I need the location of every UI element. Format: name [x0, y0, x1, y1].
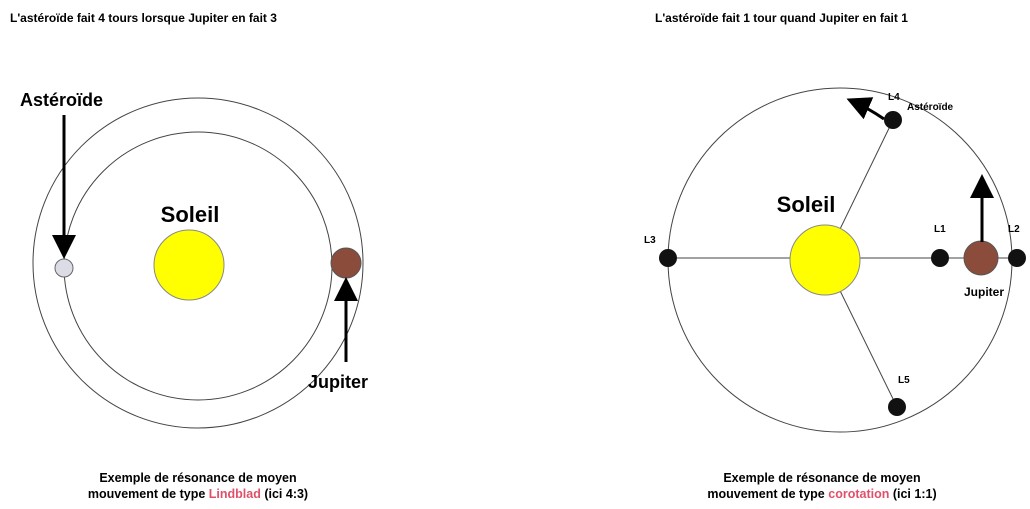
- l4-label: L4: [888, 92, 900, 103]
- caption-highlight: corotation: [828, 487, 889, 501]
- caption-text: (ici 4:3): [264, 487, 308, 501]
- l5-label: L5: [898, 375, 910, 386]
- l2: [1008, 249, 1026, 267]
- asteroid: [54, 258, 74, 278]
- l5: [888, 398, 906, 416]
- outer-orbit: [32, 97, 364, 429]
- l2-label: L2: [1008, 224, 1020, 235]
- l3-label: L3: [644, 235, 656, 246]
- right-title: L'astéroïde fait 1 tour quand Jupiter en…: [655, 11, 908, 25]
- l3: [659, 249, 677, 267]
- sun-label: Soleil: [161, 202, 220, 227]
- caption-text: (ici 1:1): [893, 487, 937, 501]
- l1: [931, 249, 949, 267]
- jupiter: [330, 247, 362, 279]
- right-caption-2: mouvement de type corotation (ici 1:1): [707, 487, 936, 501]
- asteroid-label: Astéroïde: [907, 102, 954, 113]
- caption-highlight: Lindblad: [209, 487, 261, 501]
- sun: [789, 224, 861, 296]
- caption-text: mouvement de type: [707, 487, 824, 501]
- asteroid-arrow: [846, 97, 885, 121]
- jupiter-label: Jupiter: [964, 285, 1004, 299]
- jupiter: [963, 240, 999, 276]
- left-title: L'astéroïde fait 4 tours lorsque Jupiter…: [10, 11, 277, 25]
- l4: [884, 111, 902, 129]
- asteroid-label: Astéroïde: [20, 90, 103, 110]
- jupiter-label: Jupiter: [308, 372, 368, 392]
- sun-label: Soleil: [777, 192, 836, 217]
- caption-text: mouvement de type: [88, 487, 205, 501]
- right-caption-1: Exemple de résonance de moyen: [723, 471, 920, 485]
- left-caption-1: Exemple de résonance de moyen: [99, 471, 296, 485]
- left-caption-2: mouvement de type Lindblad (ici 4:3): [88, 487, 308, 501]
- l1-label: L1: [934, 224, 946, 235]
- sun: [153, 229, 225, 301]
